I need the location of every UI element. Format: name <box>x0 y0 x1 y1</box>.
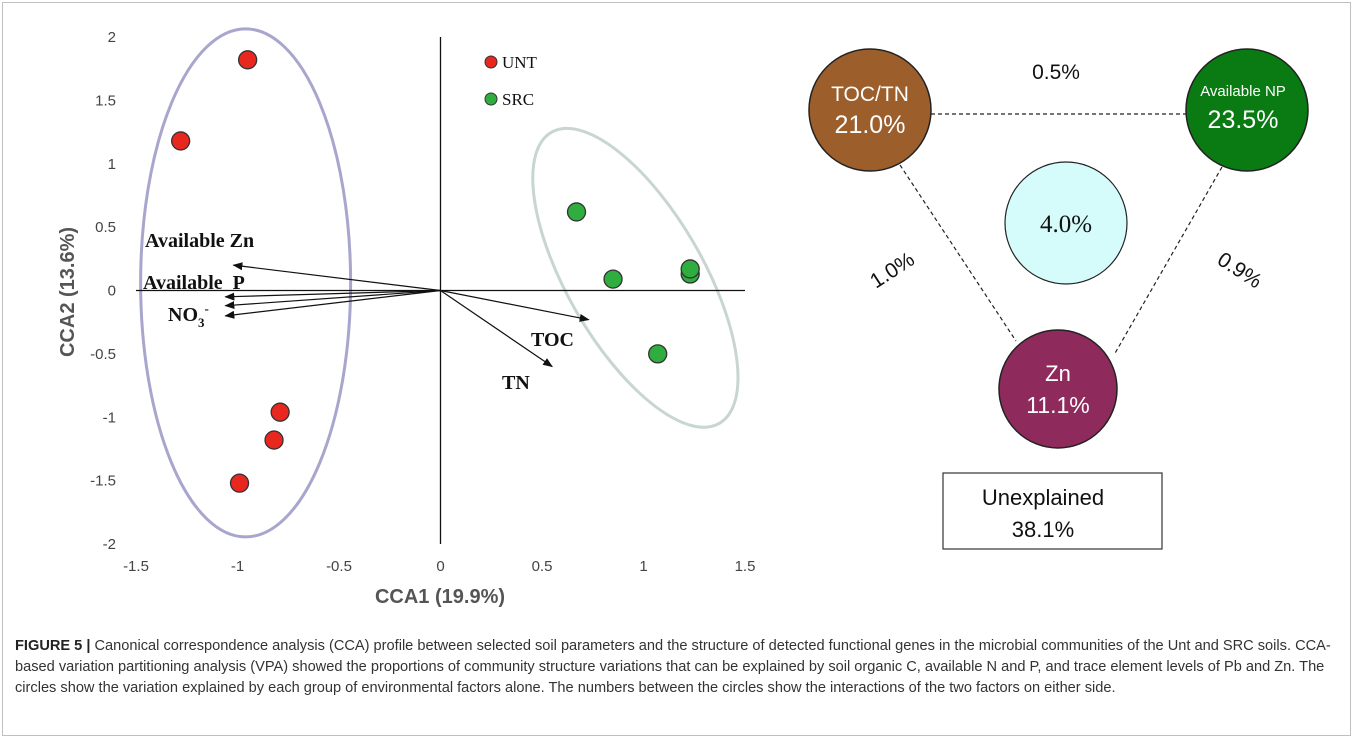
x-tick-label: 0.5 <box>532 558 553 575</box>
y-tick-label: -1 <box>103 409 116 426</box>
no3-base: NO <box>168 304 198 326</box>
vector-label-no3: NO3- <box>168 301 209 330</box>
x-tick-label: 1.5 <box>735 558 756 575</box>
y-tick-label: 1 <box>108 156 116 173</box>
point-layer <box>171 50 700 493</box>
y-axis-title: CCA2 (13.6%) <box>57 227 79 357</box>
y-tick-label: -1.5 <box>90 473 116 490</box>
connector-np-zn <box>1113 166 1223 356</box>
figure-label: FIGURE 5 | <box>15 638 91 654</box>
vector-arrow <box>440 289 590 322</box>
unt-point <box>270 402 290 422</box>
shared-all-value: 4.0% <box>1040 211 1092 238</box>
cca-plot: -1.5 -1 -0.5 0 0.5 1 1.521.510.50-0.5-1-1.5-2 … <box>57 27 755 608</box>
x-axis-title: CCA1 (19.9%) <box>375 586 505 608</box>
vector-arrow <box>224 289 441 310</box>
circle-toc-tn <box>808 48 932 172</box>
circle-available-np <box>1185 48 1309 172</box>
vector-label-tn: TN <box>502 372 530 394</box>
unt-point <box>237 50 258 70</box>
y-tick-label: -0.5 <box>90 346 116 363</box>
vector-arrow <box>440 290 553 368</box>
y-tick-label: 0 <box>108 283 116 300</box>
vector-label-available-p: Available P <box>143 272 245 294</box>
interaction-toc-zn: 1.0% <box>866 248 919 293</box>
x-tick-label: -1 <box>231 558 244 575</box>
tick-layer: -1.5 -1 -0.5 0 0.5 1 1.5 2 1.5 1 0.5 0 -0.5 -1 -1.5 -2 <box>90 29 755 575</box>
legend-label-unt: UNT <box>502 53 538 72</box>
figure-canvas: -1.5 -1 -0.5 0 0.5 1 1.521.510.50-0.5-1-1.5-2 … <box>57 27 1309 608</box>
src-group-ellipse <box>531 126 740 429</box>
src-point <box>648 344 668 364</box>
legend-marker-src <box>484 92 498 106</box>
no3-superscript: - <box>205 301 209 316</box>
legend-marker-unt <box>484 55 498 69</box>
no3-subscript: 3 <box>198 315 205 330</box>
caption-text: Canonical correspondence analysis (CCA) … <box>15 638 1331 696</box>
vector-label-available-zn: Available Zn <box>145 230 254 252</box>
ellipse-layer <box>139 27 740 539</box>
x-tick-label: -1.5 <box>123 558 149 575</box>
circle-available-np-name: Available NP <box>1200 83 1286 100</box>
circle-shared-all <box>1004 161 1128 285</box>
unexplained-box <box>942 472 1163 550</box>
y-tick-label: 2 <box>108 29 116 46</box>
figure-caption: FIGURE 5 | Canonical correspondence anal… <box>15 636 1345 699</box>
interaction-toc-np: 0.5% <box>1032 61 1080 84</box>
y-tick-label: 0.5 <box>95 219 116 236</box>
connector-toc-zn <box>899 164 1017 342</box>
x-tick-label: -0.5 <box>326 558 352 575</box>
legend: UNT SRC <box>484 53 538 109</box>
x-tick-label: 0 <box>436 558 444 575</box>
unt-point <box>229 473 250 493</box>
y-tick-label: 1.5 <box>95 92 116 109</box>
interaction-np-zn: 0.9% <box>1213 248 1266 293</box>
x-tick-label: 1 <box>639 558 647 575</box>
circle-available-np-value: 23.5% <box>1208 106 1279 134</box>
src-point <box>566 202 587 222</box>
legend-label-src: SRC <box>502 90 534 109</box>
circle-toc-tn-value: 21.0% <box>835 111 906 139</box>
y-tick-label: -2 <box>103 536 116 553</box>
circle-toc-tn-name: TOC/TN <box>831 83 909 106</box>
unt-group-ellipse <box>139 27 353 539</box>
unexplained-value: 38.1% <box>1012 517 1074 542</box>
src-point <box>603 269 623 289</box>
vector-arrow <box>232 262 441 292</box>
circle-zn <box>998 329 1118 449</box>
vector-arrow <box>224 289 441 301</box>
vector-layer <box>224 262 590 368</box>
unexplained-label: Unexplained <box>982 485 1104 510</box>
unt-point <box>264 430 284 450</box>
src-point <box>680 259 700 279</box>
circle-zn-value: 11.1% <box>1026 392 1090 418</box>
unt-point <box>171 131 191 151</box>
vector-arrow <box>224 289 441 319</box>
circle-zn-name: Zn <box>1045 361 1071 386</box>
vpa-diagram: TOC/TN 21.0% Available NP 23.5% 4.0% Zn … <box>808 48 1309 550</box>
vector-label-toc: TOC <box>531 329 574 351</box>
